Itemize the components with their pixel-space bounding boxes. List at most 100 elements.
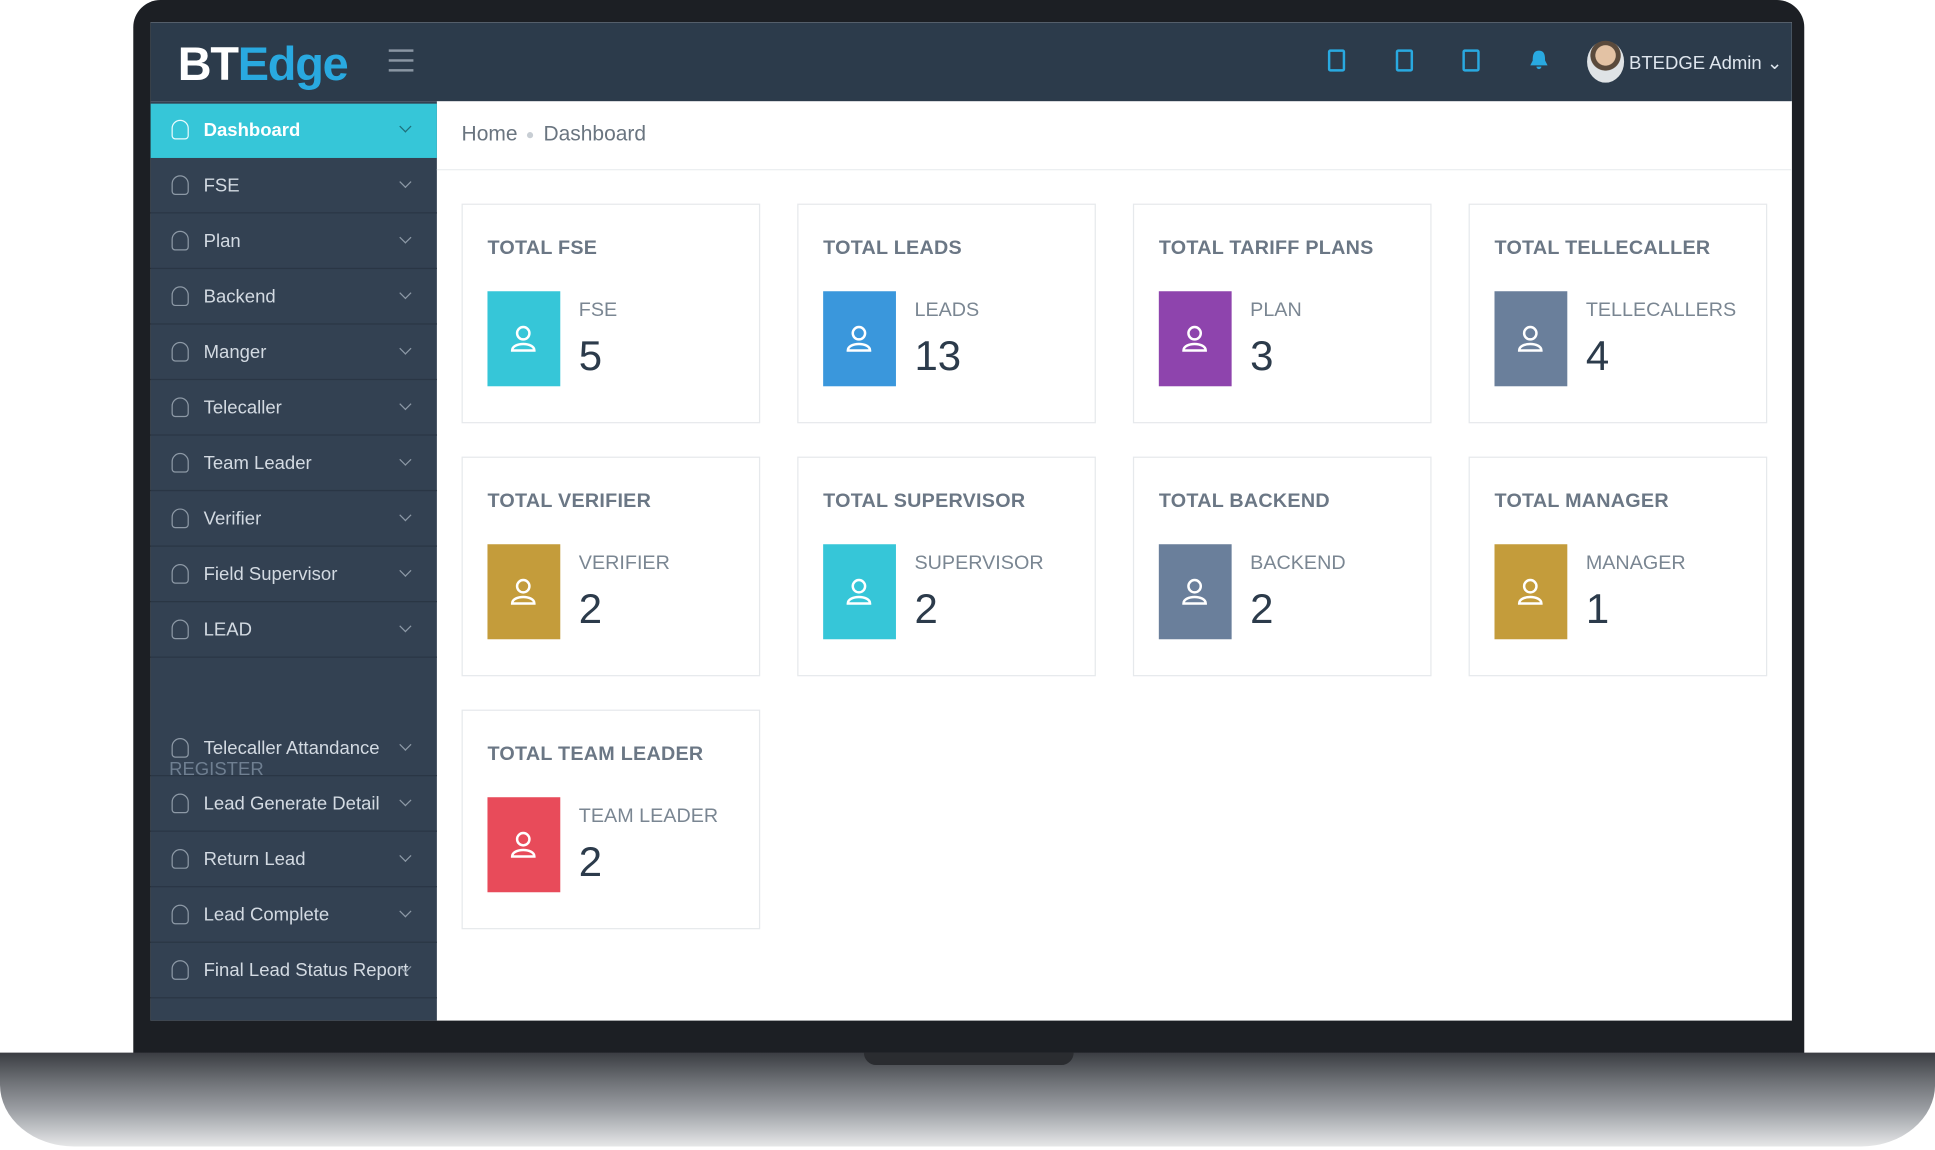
stat-card: TOTAL BACKEND BACKEND 2: [1132, 456, 1432, 677]
card-label: MANAGER: [1585, 552, 1686, 574]
menu-icon: [171, 286, 189, 307]
card-value: 5: [578, 333, 603, 381]
menu-label: Plan: [203, 230, 241, 252]
card-value: 3: [1250, 333, 1274, 381]
menu-item[interactable]: Telecaller Attandance: [150, 722, 437, 777]
stat-card: TOTAL FSE FSE 5: [461, 203, 761, 424]
menu-item[interactable]: Dashboard: [150, 103, 437, 158]
user-menu[interactable]: BTEDGE Admin ⌄: [1629, 53, 1783, 75]
card-title: TOTAL SUPERVISOR: [823, 491, 1026, 513]
menu-item[interactable]: Telecaller: [150, 381, 437, 436]
card-title: TOTAL VERIFIER: [487, 491, 652, 513]
sidebar: REGISTER Dashboard FSE Plan Backend Manger Te…: [150, 101, 437, 1021]
menu-item[interactable]: Final Lead Status Report: [150, 944, 437, 999]
menu-item[interactable]: Team Leader: [150, 437, 437, 492]
card-icon: [1158, 544, 1232, 640]
menu-icon: [171, 904, 189, 925]
card-icon: [1494, 291, 1568, 387]
bar: [388, 49, 414, 52]
logo[interactable]: BTEdge: [177, 39, 349, 92]
screen: BTEdge BTEDGE Admin ⌄ REGISTER Dashboard…: [150, 22, 1792, 1021]
menu-item[interactable]: Plan: [150, 215, 437, 270]
card-label: PLAN: [1250, 299, 1302, 321]
menu-item[interactable]: Lead Complete: [150, 889, 437, 943]
menu-label: Return Lead: [203, 849, 306, 871]
breadcrumb: Home Dashboard: [462, 122, 647, 147]
menu-toggle[interactable]: [388, 49, 414, 79]
card-label: LEADS: [914, 299, 980, 321]
menu-icon: [171, 793, 189, 814]
chevron: [399, 286, 412, 300]
file-icon[interactable]: [1462, 49, 1480, 72]
top-bar: BTEdge BTEDGE Admin ⌄: [150, 22, 1792, 102]
menu-label: Backend: [203, 286, 276, 308]
crumb: Dashboard: [543, 122, 647, 146]
menu-item[interactable]: Verifier: [150, 492, 437, 547]
chevron: [399, 738, 412, 751]
chevron: [399, 342, 412, 355]
menu-item[interactable]: Lead Generate Detail: [150, 777, 437, 832]
menu-item[interactable]: LEAD: [150, 603, 437, 658]
card-icon: [487, 291, 561, 387]
user-name: BTEDGE Admin: [1629, 53, 1762, 75]
menu-label: Manger: [203, 341, 267, 363]
menu-icon: [171, 619, 189, 640]
logo-prefix: BT: [177, 39, 239, 92]
bar: [388, 59, 414, 62]
chevron: [399, 620, 412, 633]
menu-icon: [171, 849, 189, 869]
card-label: FSE: [578, 299, 618, 321]
card-title: TOTAL FSE: [487, 238, 598, 260]
menu-icon: [171, 452, 189, 473]
icon-glyph: [1517, 578, 1543, 605]
avatar[interactable]: [1587, 40, 1625, 83]
card-title: TOTAL TELLECALLER: [1494, 238, 1711, 260]
chevron: [399, 849, 412, 862]
chevron: [399, 120, 412, 133]
chevron: [399, 794, 412, 807]
menu-item[interactable]: Manger: [150, 326, 437, 381]
icon-glyph: [510, 831, 536, 858]
card-value: 13: [914, 333, 962, 381]
menu-icon: [171, 737, 189, 758]
menu-icon: [171, 119, 189, 140]
crumb[interactable]: Home: [461, 122, 518, 146]
menu-label: Dashboard: [203, 119, 301, 141]
stat-card: TOTAL SUPERVISOR SUPERVISOR 2: [797, 456, 1096, 677]
menu-label: Team Leader: [203, 452, 312, 474]
menu-item[interactable]: Return Lead: [150, 833, 437, 888]
card-title: TOTAL TEAM LEADER: [487, 744, 704, 766]
menu-icon: [171, 230, 189, 251]
card-label: BACKEND: [1250, 552, 1346, 574]
separator: [527, 132, 534, 139]
menu-icon: [171, 960, 189, 980]
card-label: TELLECALLERS: [1585, 299, 1737, 321]
stat-card: TOTAL MANAGER MANAGER 1: [1468, 456, 1768, 677]
bell-icon[interactable]: [1529, 49, 1549, 71]
stat-card: TOTAL TEAM LEADER TEAM LEADER 2: [461, 709, 761, 930]
card-icon: [1494, 544, 1568, 640]
menu-label: FSE: [203, 175, 240, 197]
card-value: 1: [1585, 586, 1610, 634]
icon-glyph: [1182, 578, 1207, 605]
menu-label: Telecaller Attandance: [203, 737, 380, 759]
card-value: 2: [578, 839, 603, 887]
card-value: 2: [914, 586, 938, 634]
doc-icon[interactable]: [1327, 49, 1346, 72]
bar: [388, 69, 414, 72]
card-value: 4: [1585, 333, 1610, 381]
card-label: VERIFIER: [578, 552, 670, 574]
copy-icon[interactable]: [1395, 49, 1414, 72]
menu-item[interactable]: FSE: [150, 159, 437, 214]
menu-item[interactable]: Backend: [150, 270, 437, 325]
card-icon: [823, 291, 896, 387]
stat-card: TOTAL TELLECALLER TELLECALLERS 4: [1468, 203, 1768, 424]
menu-label: Verifier: [203, 508, 262, 530]
menu-item[interactable]: Field Supervisor: [150, 548, 437, 603]
chevron: [399, 905, 412, 918]
icon-glyph: [1517, 325, 1543, 352]
icon-glyph: [1182, 325, 1207, 352]
